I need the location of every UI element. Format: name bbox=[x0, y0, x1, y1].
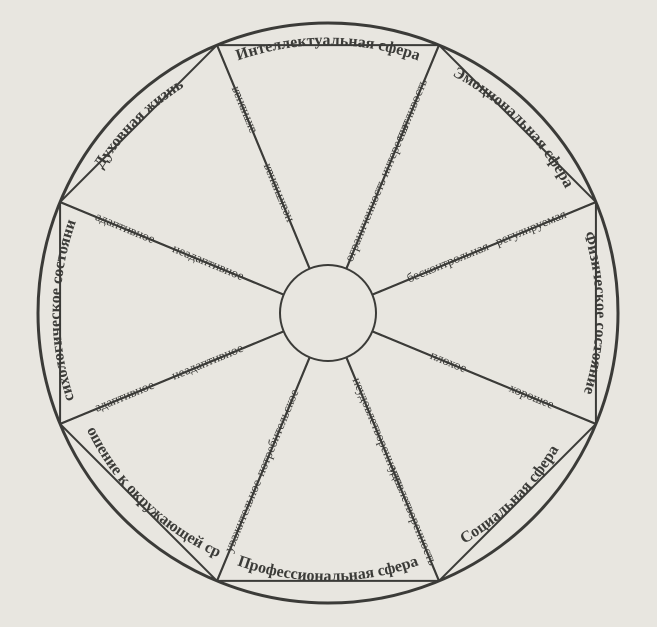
wheel-diagram: Интеллектуальная сфераЭмоциональная сфер… bbox=[0, 0, 657, 627]
